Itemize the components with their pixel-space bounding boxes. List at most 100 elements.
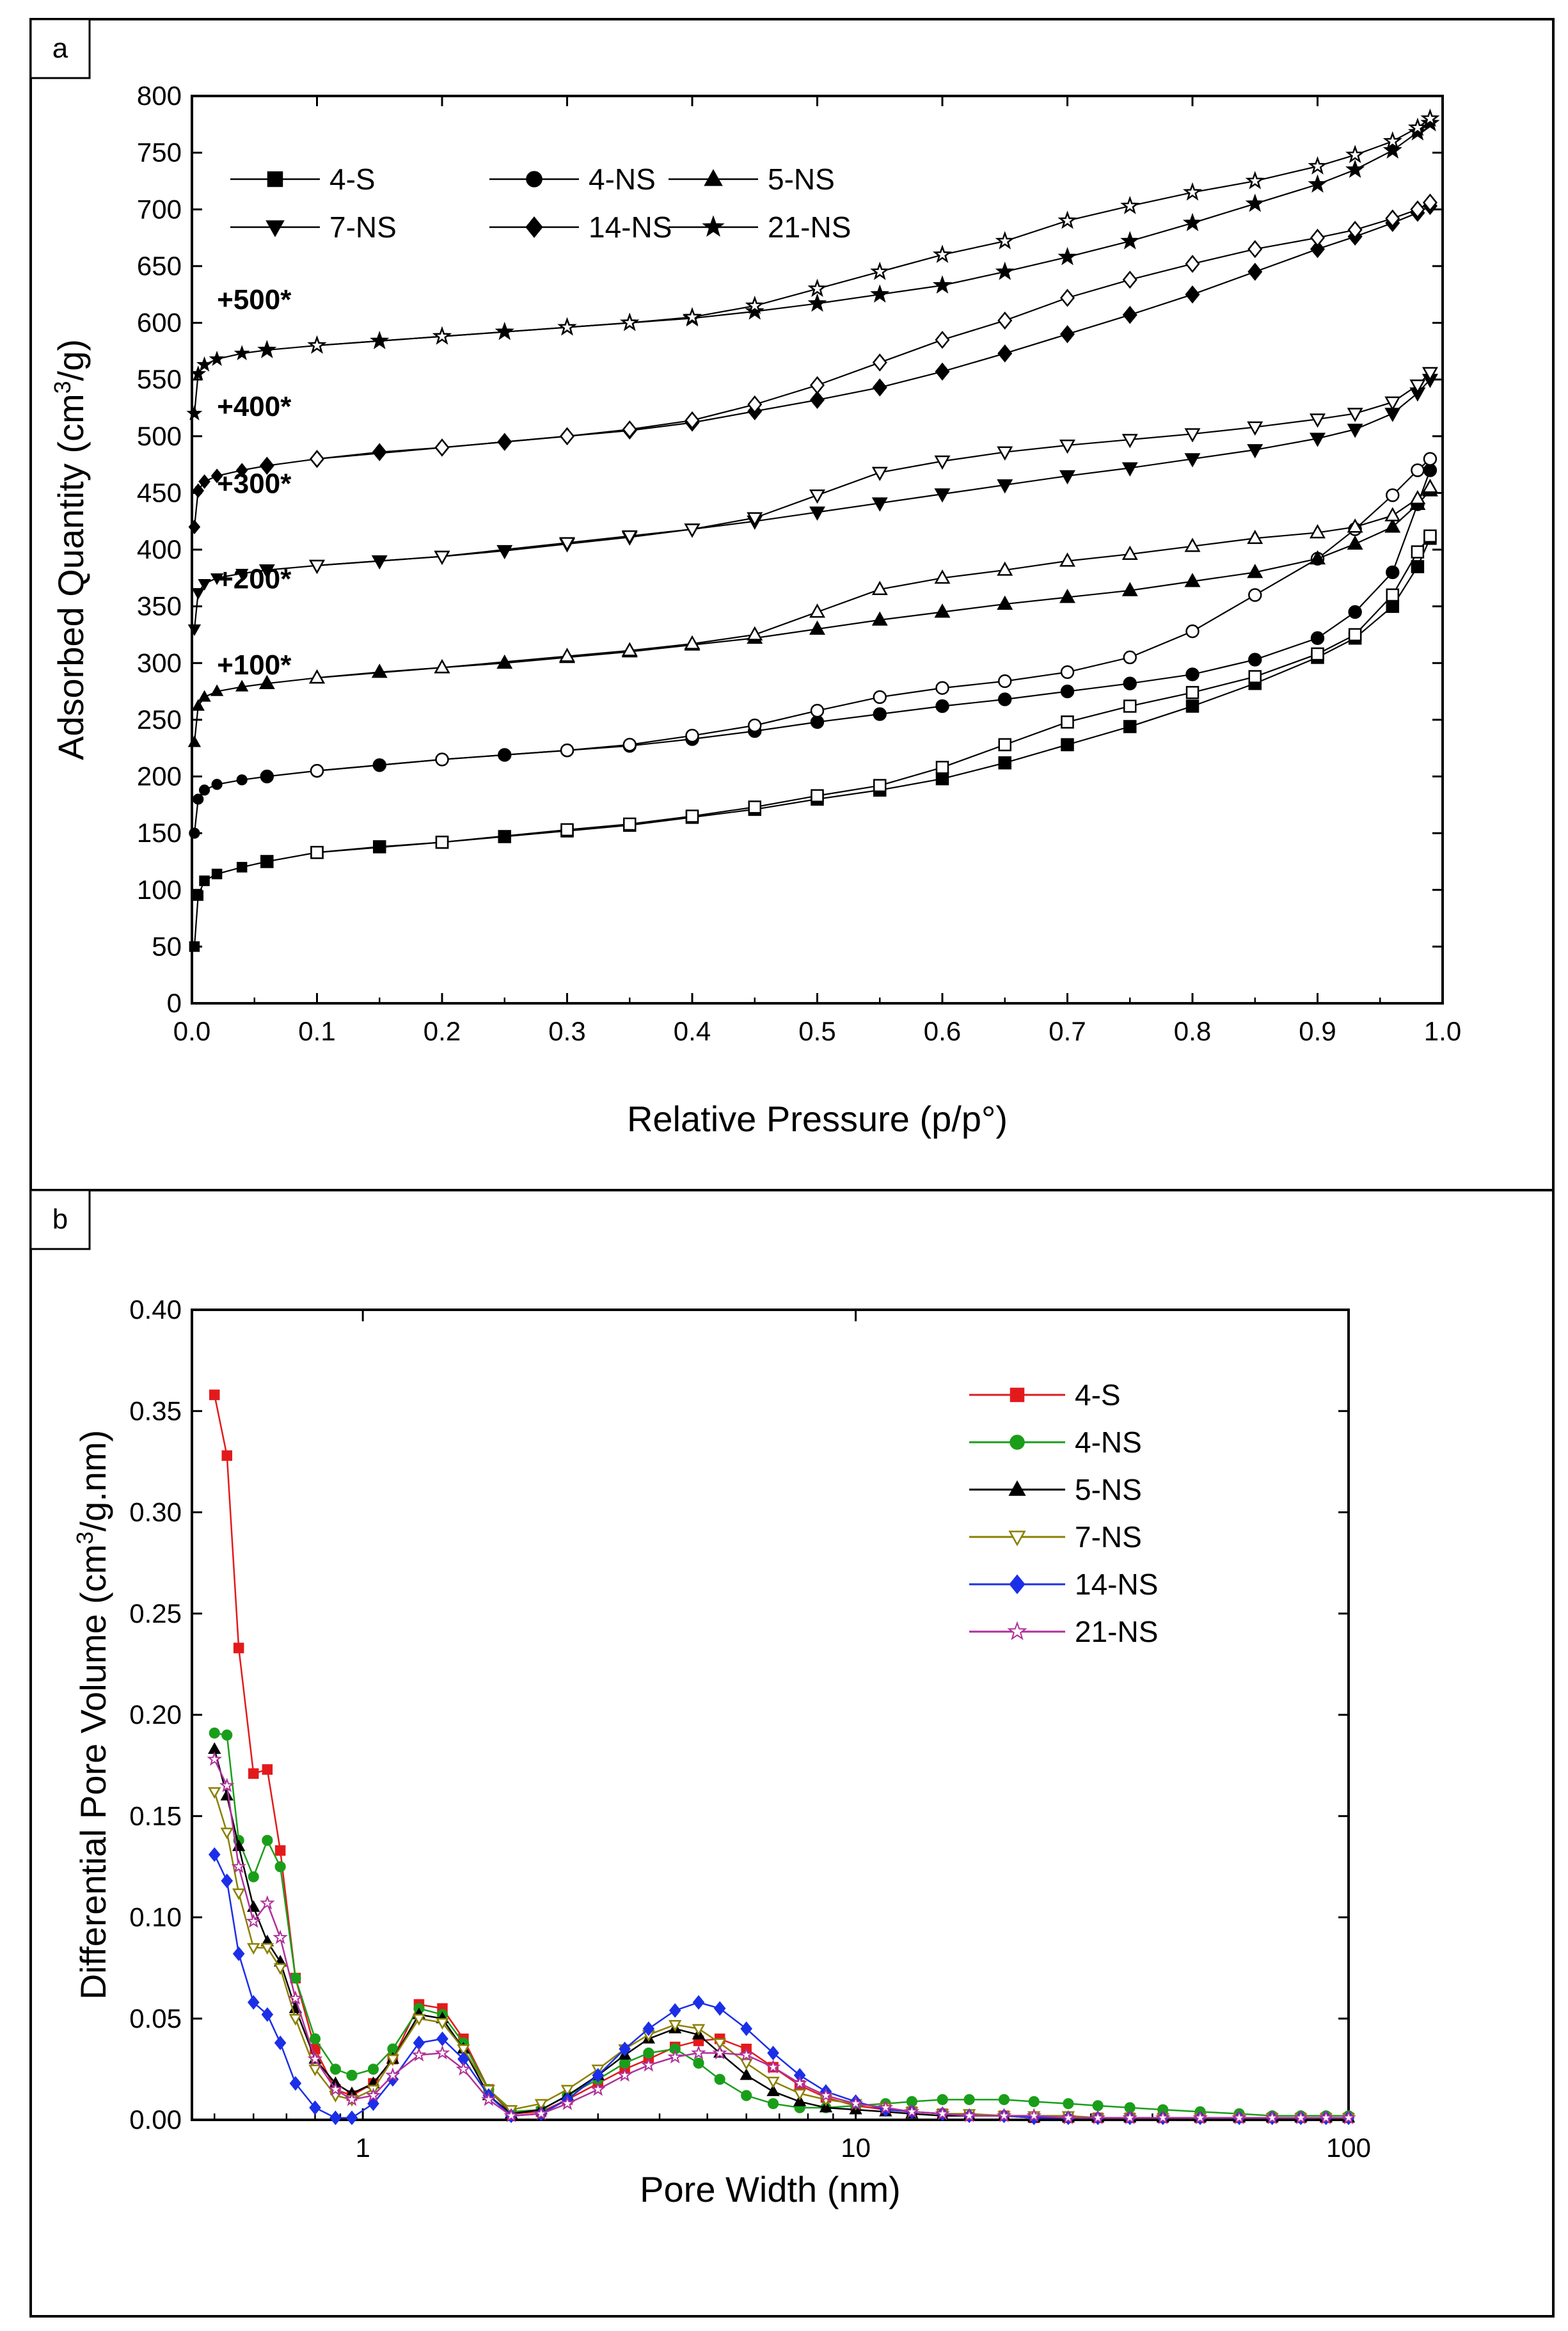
adsorption-point [235,680,249,692]
adsorption-point [997,344,1013,363]
desorption-point [1121,434,1138,449]
legend-marker-14-NS [1009,1574,1026,1595]
data-point [765,2059,781,2074]
adsorption-point [196,356,213,372]
offset-label: +400* [217,391,292,422]
desorption-point [685,728,699,743]
adsorption-point [871,497,888,512]
adsorption-point [211,868,223,880]
legend-label: 4-S [329,163,376,196]
desorption-point [1347,221,1363,239]
data-point [232,1888,246,1900]
data-point [273,1929,288,1945]
data-point [503,2108,519,2122]
data-point [346,2069,358,2081]
data-point [385,2067,400,2082]
y-tick-label: 400 [137,534,182,564]
data-point [231,1858,246,1874]
adsorption-point [192,483,205,498]
desorption-point [682,306,702,326]
data-point [1318,2110,1334,2124]
data-point [232,1946,245,1961]
adsorption-point [1347,424,1363,438]
y-tick-label: 200 [137,761,182,792]
data-point [712,2045,727,2060]
desorption-point [935,330,950,349]
series-5-NS [187,479,1438,747]
desorption-point [1311,647,1324,661]
desorption-point [622,738,637,752]
panel-a-label-box [29,18,91,79]
desorption-point [747,395,763,414]
legend-a: 4-S 4-NS 5-NS 7-NS 14-NS 21-NS [230,163,851,244]
x-tick-label: 0.1 [298,1016,335,1046]
x-tick-label: 0.5 [798,1016,835,1046]
adsorption-point [1308,174,1327,193]
adsorption-point [1423,463,1437,477]
adsorption-point [1310,631,1325,645]
desorption-point [684,523,701,538]
y-tick-label: 350 [137,591,182,621]
data-point [998,2094,1010,2105]
adsorption-point [260,855,274,868]
data-point [436,2017,449,2030]
adsorption-point [372,443,387,461]
data-point [247,1900,260,1912]
data-point [208,1787,221,1799]
desorption-point [871,466,888,481]
data-point [713,2038,727,2050]
chart-b-pore-size-distribution: 1 10 100 0.00 0.05 0.10 0.15 0.20 0.25 0.30 0.35 0.… [72,1294,1372,2209]
adsorption-point [260,769,274,784]
data-point [289,2076,302,2091]
adsorption-point [234,345,250,361]
data-point [1155,2110,1171,2124]
data-point [261,2007,274,2022]
desorption-point [435,836,449,849]
desorption-point [1123,650,1137,665]
y-tick-label: 450 [137,477,182,507]
desorption-point [1382,131,1402,150]
data-point [290,1972,301,1984]
desorption-point [435,752,449,767]
adsorption-point [934,603,951,618]
desorption-point [748,719,762,733]
desorption-point [684,635,701,650]
panel-b-label-box [29,1189,91,1250]
data-point [273,1963,287,1975]
adsorption-point [998,756,1011,770]
desorption-point [747,512,763,527]
legend-marker-21-NS [1007,1621,1027,1641]
desorption-point [1182,182,1203,201]
y-tick-label: 0.40 [129,1294,182,1325]
adsorption-point [997,595,1013,610]
y-tick-label: 650 [137,251,182,281]
data-point [669,2020,682,2032]
adsorption-point [198,690,211,702]
desorption-point [998,674,1012,688]
desorption-point [434,658,450,674]
adsorption-point [1245,193,1265,212]
desorption-point [1245,171,1265,189]
adsorption-point [1061,738,1074,752]
adsorption-point [189,827,200,839]
legend-marker-5-NS [1008,1480,1026,1496]
data-point [262,1834,273,1846]
adsorption-point [1386,600,1400,613]
data-point [260,1943,274,1955]
data-point [309,2033,321,2044]
adsorption-point [1411,560,1425,573]
adsorption-point [1185,699,1200,713]
desorption-point [1310,228,1326,247]
data-point [767,2046,779,2060]
legend-marker-4-NS [526,171,542,187]
data-point [209,1389,220,1401]
data-point [308,2064,322,2076]
adsorption-point [1057,246,1077,266]
desorption-point [811,789,824,802]
offset-label: +500* [217,284,292,315]
data-point [619,2041,631,2057]
data-point [221,1874,234,1888]
data-point [434,2045,450,2060]
x-tick-label: 0.4 [674,1016,711,1046]
data-point [344,2091,360,2106]
